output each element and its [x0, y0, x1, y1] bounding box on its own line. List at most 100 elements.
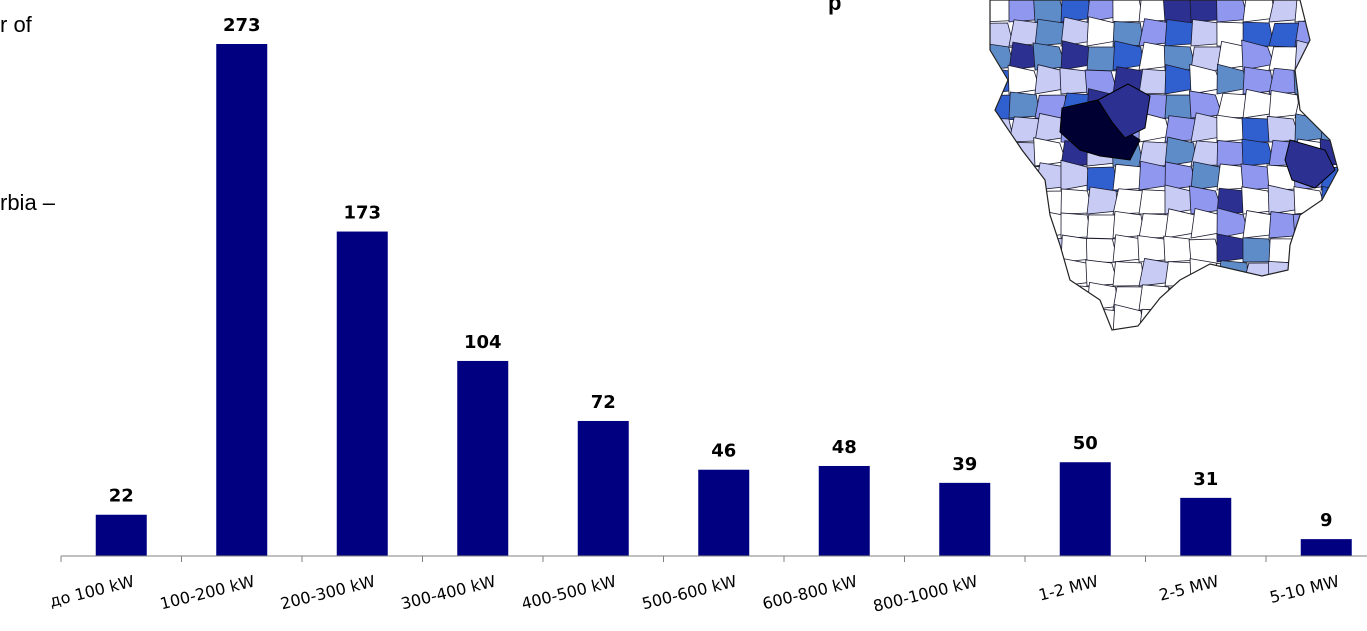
map-region [990, 142, 1015, 169]
bar [1180, 497, 1232, 556]
map-region [1216, 260, 1249, 287]
map-region [990, 183, 1015, 215]
map-region [1294, 39, 1327, 71]
map-region [1060, 308, 1093, 330]
data-label: 50 [1073, 433, 1098, 454]
map-region [1188, 90, 1223, 119]
bar [1300, 539, 1352, 556]
map-region [1241, 138, 1275, 167]
map-region [1138, 335, 1170, 359]
bar [95, 514, 147, 556]
map-region [1008, 328, 1041, 330]
map-region [1112, 334, 1144, 358]
bar [818, 465, 870, 556]
map-region [1190, 308, 1223, 330]
map-region [1242, 310, 1275, 330]
map-region [1292, 213, 1327, 239]
map-region [1008, 255, 1042, 287]
map-region [1320, 258, 1338, 287]
map-region [1087, 332, 1118, 358]
title-fragment: p [828, 0, 842, 15]
map-region [1034, 310, 1067, 330]
side-text-line-2: rbia – [0, 190, 56, 215]
map-region [1242, 280, 1275, 311]
x-tick-label: 400-500 kW [519, 571, 618, 613]
bar [698, 469, 750, 556]
x-tick-label: 100-200 kW [158, 571, 257, 613]
map-region [1268, 238, 1301, 264]
map-region [1320, 40, 1338, 71]
map-region [1216, 310, 1249, 330]
map-region [1319, 280, 1338, 311]
map-region [1293, 70, 1327, 96]
bar [1059, 462, 1111, 556]
data-label: 104 [464, 332, 502, 353]
map-region [1320, 213, 1338, 239]
map-region [1217, 332, 1248, 358]
data-label: 39 [952, 454, 977, 475]
map-region [1320, 88, 1338, 119]
map-region [1318, 18, 1338, 47]
x-tick-label: 2-5 MW [1157, 571, 1221, 604]
x-axis [60, 555, 1367, 562]
bar [939, 482, 991, 556]
map-region [990, 211, 1015, 239]
x-tick-label: 1-2 MW [1037, 571, 1101, 604]
map-region [990, 117, 1015, 143]
data-label: 72 [591, 392, 616, 413]
map-region [1320, 70, 1338, 96]
data-label: 48 [832, 437, 857, 458]
bar [336, 231, 388, 557]
map-region [1243, 331, 1274, 358]
map-region [1293, 308, 1327, 330]
map-region [1320, 186, 1338, 215]
map-region [1162, 329, 1197, 330]
tick-labels: до 100 kW 100-200 kW 200-300 kW 300-400 kW 4… [48, 571, 1342, 615]
map-region [1008, 286, 1041, 312]
map-region [1294, 0, 1327, 23]
map-region [1034, 328, 1067, 330]
map-region [1034, 260, 1067, 287]
x-tick-label: до 100 kW [48, 571, 137, 610]
map-region [1060, 284, 1093, 311]
map-region [990, 166, 1015, 192]
map-outline [989, 0, 1339, 331]
x-tick-label: 600-800 kW [760, 571, 859, 613]
map-region [1294, 329, 1327, 330]
data-label: 273 [223, 15, 261, 36]
map-region [1086, 186, 1119, 215]
map-region [1008, 190, 1042, 216]
map-region [1268, 90, 1301, 119]
x-tick-label: 5-10 MW [1268, 571, 1342, 607]
x-tick-label: 500-600 kW [640, 571, 739, 613]
map-region [1008, 233, 1041, 263]
data-label: 31 [1193, 469, 1218, 490]
map-region [1164, 286, 1197, 313]
map-region [990, 256, 1015, 287]
map-region [990, 308, 1015, 330]
map-region [1097, 83, 1151, 139]
map-region [1320, 113, 1338, 143]
data-label: 9 [1320, 510, 1333, 531]
map-region [1034, 281, 1067, 311]
map-region [1320, 305, 1338, 330]
map-region [1164, 309, 1197, 330]
serbia-municipalities-map [989, 0, 1339, 359]
map-region [1190, 330, 1222, 358]
data-labels: 22 273 173 104 72 46 48 39 50 31 9 [109, 15, 1333, 531]
x-tick-label: 300-400 kW [399, 571, 498, 613]
map-region [1294, 258, 1327, 287]
x-tick-label: 200-300 kW [278, 571, 377, 613]
map-region [990, 329, 1015, 330]
map-region [1061, 334, 1092, 358]
map-region [1284, 139, 1336, 189]
map-region [1215, 282, 1249, 311]
map-region [1293, 231, 1327, 263]
map-region [1267, 328, 1301, 330]
map-region [990, 237, 1016, 263]
map-region [1138, 308, 1171, 330]
data-label: 173 [343, 203, 381, 224]
map-region [1190, 283, 1223, 311]
map-region [1268, 310, 1301, 330]
